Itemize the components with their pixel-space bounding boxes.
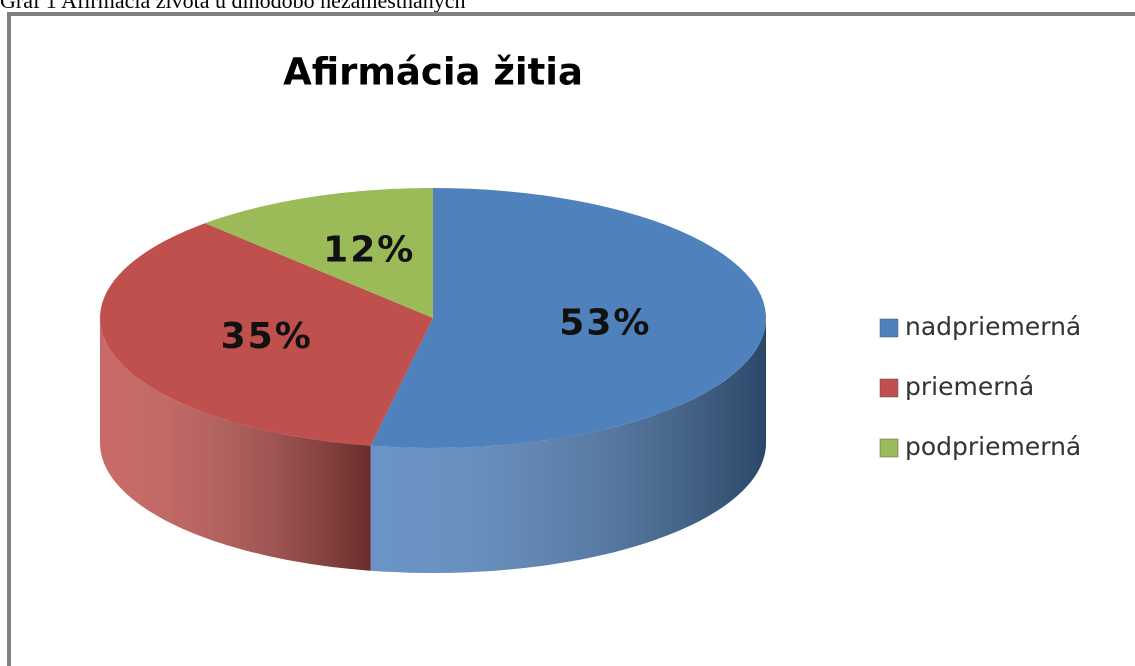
legend-swatch — [879, 378, 899, 398]
pie-slice — [370, 188, 766, 448]
data-label: 12% — [323, 230, 415, 271]
pie-side-shade — [100, 318, 371, 571]
caption: Graf 1 Afirmácia života u dlhodobo nezam… — [0, 0, 466, 13]
data-label: 53% — [559, 303, 651, 344]
pie-slice — [100, 223, 433, 446]
pie-slice — [205, 188, 433, 318]
data-label: 35% — [221, 316, 313, 357]
chart-title: Afirmácia žitia — [283, 51, 583, 94]
pie-side-shade — [370, 318, 766, 573]
legend-label: priemerná — [905, 372, 1034, 401]
legend-swatch — [879, 318, 899, 338]
legend-label: nadpriemerná — [905, 312, 1081, 341]
legend-label: podpriemerná — [905, 432, 1081, 461]
legend-swatch — [879, 438, 899, 458]
